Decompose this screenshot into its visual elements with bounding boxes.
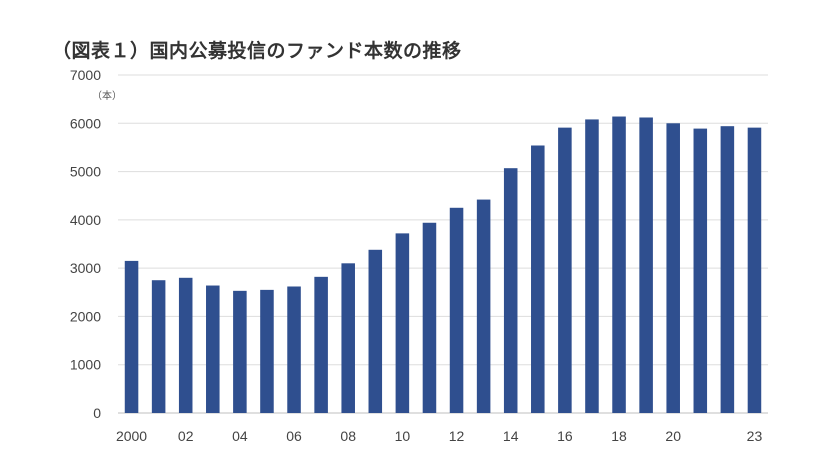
y-axis-ticks: 0 1000 2000 3000 4000 5000 6000 7000 [70, 67, 101, 421]
y-tick-label: 6000 [70, 115, 101, 131]
bar-02 [178, 277, 193, 413]
bar-19 [639, 117, 653, 414]
y-tick-label: 4000 [70, 212, 101, 228]
x-tick-label: 02 [178, 428, 194, 444]
bar-08 [341, 263, 355, 413]
bar-14 [503, 168, 518, 413]
x-tick-label: 16 [557, 428, 573, 444]
y-tick-label: 1000 [70, 357, 101, 373]
bar-09 [368, 249, 383, 413]
bar-16 [558, 127, 572, 413]
bar-04 [233, 290, 247, 413]
bar-15 [531, 145, 545, 414]
y-axis-unit-label: （本） [92, 91, 122, 102]
bar-13 [476, 199, 491, 413]
bar-2000 [124, 260, 139, 413]
y-tick-label: 5000 [70, 164, 101, 180]
bar-05 [260, 289, 274, 413]
y-tick-label: 7000 [70, 67, 101, 83]
bar-07 [314, 276, 328, 413]
x-tick-label: 2000 [116, 428, 147, 444]
x-tick-label: 08 [340, 428, 356, 444]
bars [124, 116, 762, 414]
bar-10 [395, 233, 410, 413]
bar-11 [422, 222, 437, 413]
bar-01 [151, 280, 166, 413]
bar-21 [693, 128, 708, 413]
y-tick-label: 2000 [70, 308, 101, 324]
bar-03 [206, 285, 220, 413]
bar-20 [666, 123, 680, 414]
y-tick-label: 3000 [70, 260, 101, 276]
x-tick-label: 18 [611, 428, 627, 444]
x-tick-label: 20 [665, 428, 681, 444]
bar-17 [585, 119, 599, 414]
x-tick-label: 04 [232, 428, 248, 444]
bar-12 [449, 207, 464, 413]
x-tick-label: 10 [395, 428, 411, 444]
x-tick-label: 12 [449, 428, 465, 444]
y-tick-label: 0 [93, 405, 101, 421]
x-tick-label: 23 [747, 428, 763, 444]
gridlines [118, 74, 768, 414]
bar-18 [612, 116, 626, 414]
x-axis-ticks: 2000 02 04 06 08 10 12 14 16 18 20 23 [116, 428, 762, 444]
chart-title: （図表１）国内公募投信のファンド本数の推移 [52, 40, 462, 62]
bar-22 [720, 126, 735, 413]
x-tick-label: 14 [503, 428, 519, 444]
x-tick-label: 06 [286, 428, 302, 444]
bar-23 [747, 127, 762, 413]
bar-06 [287, 286, 301, 413]
